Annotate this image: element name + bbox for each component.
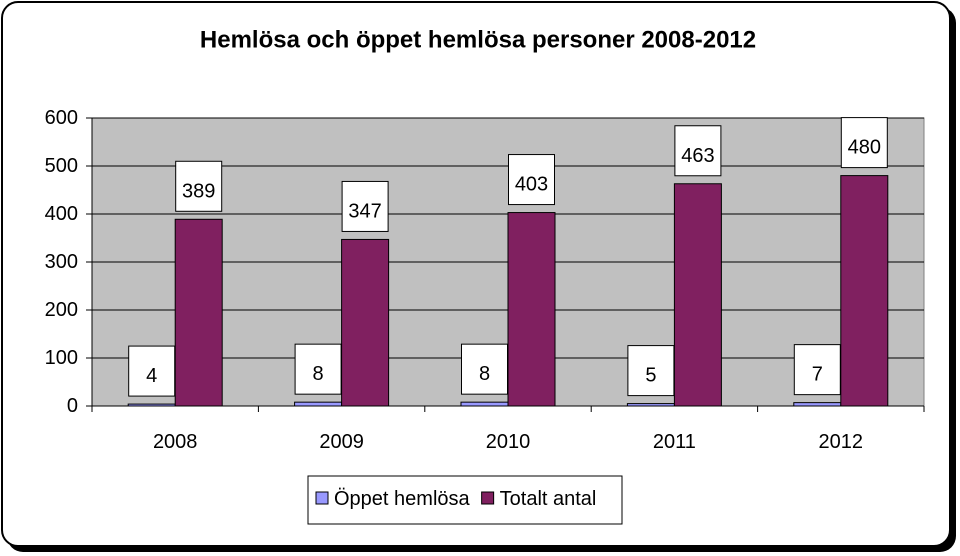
bar [840,175,889,407]
data-label-box [793,344,841,396]
legend-swatch [315,491,329,505]
x-tick-label: 2008 [153,431,198,453]
bar [507,212,556,407]
y-tick-label: 100 [45,347,78,369]
data-label: 347 [348,200,381,222]
data-label: 403 [515,174,548,196]
x-tick-label: 2012 [819,431,864,453]
data-label: 7 [812,364,823,386]
bar [294,401,343,407]
y-tick-label: 300 [45,251,78,273]
data-label: 8 [313,363,324,385]
x-tick-label: 2009 [319,431,364,453]
data-label: 389 [182,180,215,202]
y-tick-label: 0 [67,395,78,417]
y-tick-label: 200 [45,299,78,321]
y-tick-label: 400 [45,203,78,225]
chart-title: Hemlösa och öppet hemlösa personer 2008-… [200,27,756,54]
y-tick-label: 500 [45,155,78,177]
data-label: 5 [645,365,656,387]
data-label: 4 [146,365,157,387]
data-label-box [840,117,888,169]
data-label-box [508,154,555,206]
bar [460,401,509,407]
data-label: 480 [848,137,881,159]
data-label: 463 [681,145,714,167]
x-tick-label: 2010 [486,431,531,453]
bar [626,403,675,407]
bar [793,402,842,407]
data-label-box [674,125,722,177]
y-tick-label: 600 [45,107,78,129]
bar [341,238,390,407]
bar [127,403,176,407]
bar [673,183,722,407]
legend-label: Öppet hemlösa [334,488,471,510]
legend-swatch [481,491,495,505]
data-label: 8 [479,363,490,385]
x-tick-label: 2011 [653,431,696,453]
legend [307,475,623,525]
bar [174,218,223,407]
data-label-box [175,160,223,212]
data-label-box [341,180,389,232]
legend-label: Totalt antal [500,488,597,510]
